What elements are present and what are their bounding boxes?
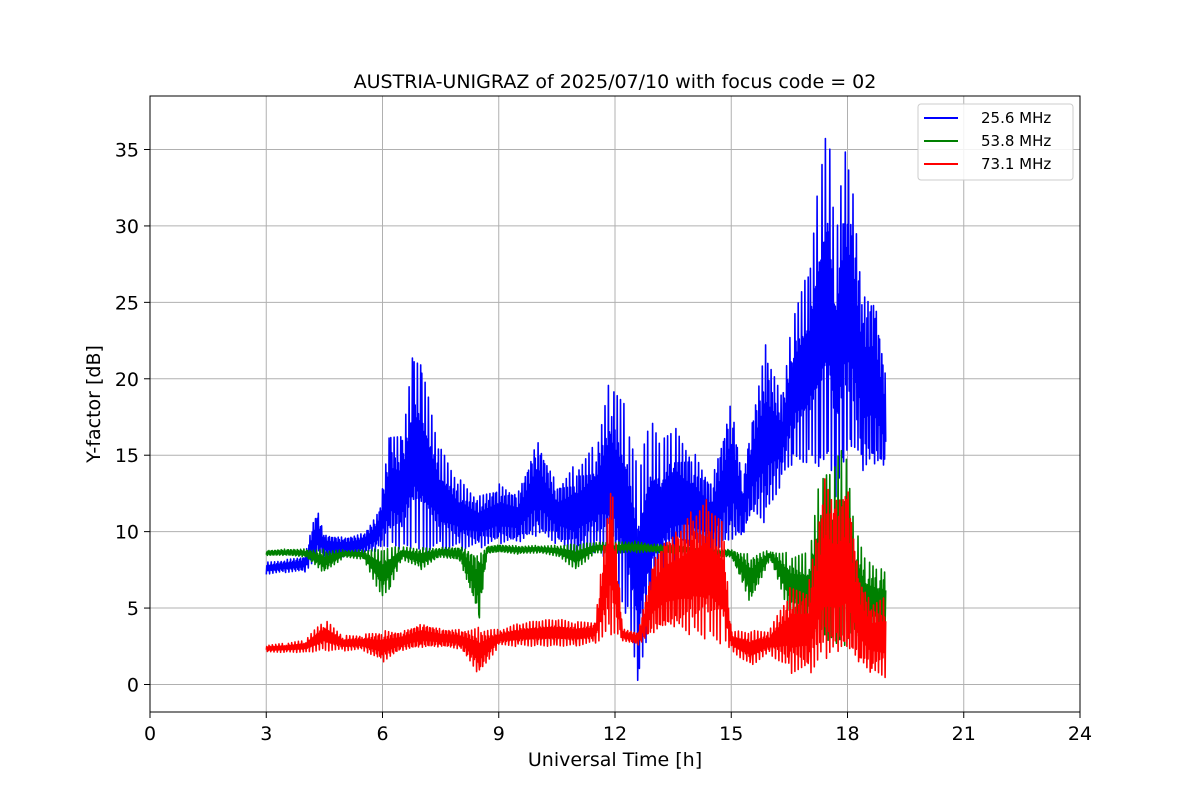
x-tick-label-4: 12 [603,723,627,745]
y-tick-label-5: 25 [115,292,139,314]
x-tick-label-8: 24 [1068,723,1092,745]
series-line-1 [265,449,887,647]
x-tick-label-5: 15 [719,723,743,745]
y-tick-label-0: 0 [127,674,139,696]
legend-label-0: 25.6 MHz [981,109,1051,127]
x-tick-label-0: 0 [144,723,156,745]
axis-ticks: 0 3 6 9 12 15 18 21 24 0 5 10 15 20 25 30 35 [115,139,1092,745]
y-tick-label-3: 15 [115,445,139,467]
series-line-0 [265,137,887,682]
x-tick-label-1: 3 [260,723,272,745]
x-tick-label-6: 18 [835,723,859,745]
chart-title: AUSTRIA-UNIGRAZ of 2025/07/10 with focus… [354,71,877,93]
x-tick-label-3: 9 [493,723,505,745]
legend-label-1: 53.8 MHz [981,132,1051,150]
legend-label-2: 73.1 MHz [981,155,1051,173]
y-tick-label-4: 20 [115,369,139,391]
legend: 25.6 MHz 53.8 MHz 73.1 MHz [917,103,1074,181]
y-tick-label-1: 5 [127,598,139,620]
series-line-2 [265,478,887,679]
x-tick-label-7: 21 [952,723,976,745]
plot-series [265,137,887,682]
y-tick-label-6: 30 [115,216,139,238]
y-axis-label: Y-factor [dB] [83,345,105,464]
x-tick-label-2: 6 [376,723,388,745]
y-tick-label-2: 10 [115,522,139,544]
x-axis-label: Universal Time [h] [528,749,702,771]
y-tick-label-7: 35 [115,139,139,161]
legend-box [917,103,1074,181]
